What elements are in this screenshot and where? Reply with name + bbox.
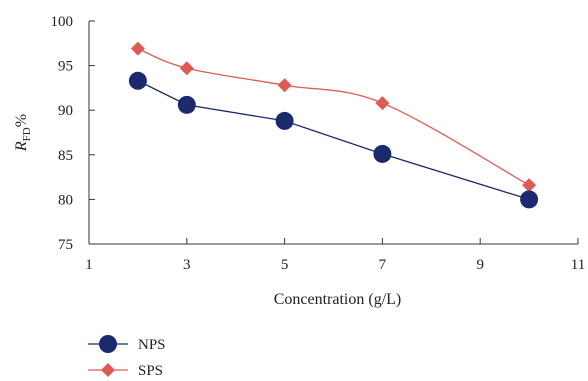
- legend-item-nps: NPS: [88, 335, 166, 353]
- series-line-sps: [137, 48, 530, 186]
- series-line-nps: [137, 80, 530, 201]
- legend-label: NPS: [138, 337, 166, 353]
- data-point-nps: [275, 111, 294, 130]
- x-tick-label: 1: [85, 257, 93, 273]
- y-tick-label: 90: [58, 103, 73, 119]
- data-point-nps: [373, 144, 392, 163]
- y-axis-label: RFD%: [13, 114, 33, 152]
- chart-axes: 75 80 85 90 95 100 1 3 5 7 9 11: [51, 14, 586, 273]
- y-tick-label: 85: [58, 148, 73, 164]
- y-axis-label-main: R: [13, 141, 30, 152]
- y-tick-label: 80: [58, 192, 73, 208]
- data-point-nps: [177, 95, 196, 114]
- legend-marker-nps: [99, 335, 117, 353]
- x-tick-label: 9: [476, 257, 484, 273]
- data-point-sps: [130, 41, 145, 56]
- x-tick-label: 5: [281, 257, 289, 273]
- legend-label: SPS: [138, 363, 163, 379]
- x-tick-label: 7: [379, 257, 387, 273]
- chart-legend: NPS SPS: [88, 335, 166, 379]
- data-point-sps: [522, 178, 537, 193]
- y-tick-label: 100: [51, 14, 74, 30]
- y-axis-label-sub: FD: [21, 127, 33, 141]
- legend-marker-sps: [101, 363, 115, 377]
- x-tick-label: 11: [571, 257, 585, 273]
- y-tick-label: 95: [58, 59, 73, 75]
- y-axis-label-suffix: %: [13, 114, 30, 127]
- x-axis-label: Concentration (g/L): [274, 291, 402, 308]
- legend-item-sps: SPS: [88, 363, 163, 379]
- chart-series: [128, 41, 539, 209]
- series-nps: [128, 71, 539, 209]
- data-point-sps: [179, 61, 194, 76]
- y-tick-label: 75: [58, 237, 73, 253]
- data-point-nps: [128, 71, 147, 90]
- data-point-sps: [277, 78, 292, 93]
- series-sps: [130, 41, 537, 193]
- data-point-sps: [375, 96, 390, 111]
- data-point-nps: [520, 190, 539, 209]
- x-tick-label: 3: [183, 257, 191, 273]
